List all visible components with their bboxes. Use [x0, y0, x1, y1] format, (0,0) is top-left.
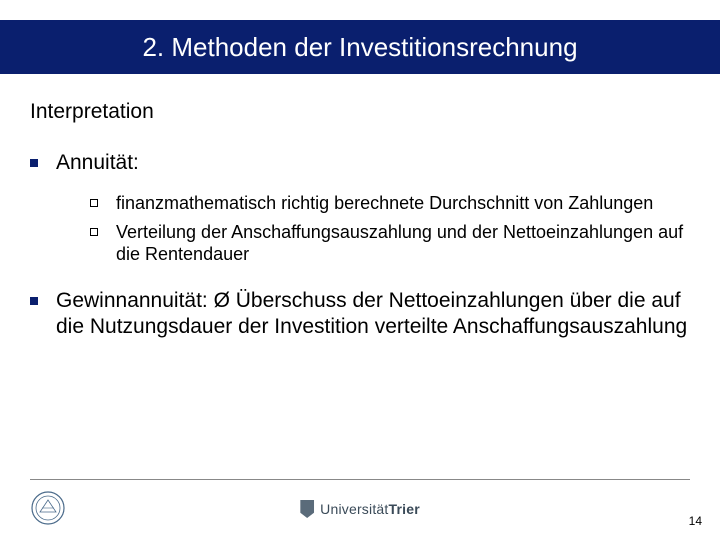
slide-title: 2. Methoden der Investitionsrechnung	[142, 32, 577, 63]
hollow-square-icon	[90, 228, 98, 236]
bullet-text: Gewinnannuität: Ø Überschuss der Nettoei…	[56, 288, 690, 341]
title-bar: 2. Methoden der Investitionsrechnung	[0, 20, 720, 74]
sub-bullet-text: finanzmathematisch richtig berechnete Du…	[116, 192, 653, 215]
bullet-text: Annuität:	[56, 150, 139, 176]
bullet-item: Gewinnannuität: Ø Überschuss der Nettoei…	[30, 288, 690, 341]
hollow-square-icon	[90, 199, 98, 207]
sub-bullet-item: Verteilung der Anschaffungsauszahlung un…	[90, 221, 690, 266]
slide: 2. Methoden der Investitionsrechnung Int…	[0, 0, 720, 540]
university-bold: Trier	[388, 501, 419, 517]
footer-divider	[30, 479, 690, 480]
sub-bullet-group: finanzmathematisch richtig berechnete Du…	[90, 192, 690, 266]
shield-icon	[300, 500, 314, 518]
university-name: UniversitätTrier	[320, 501, 420, 517]
square-bullet-icon	[30, 297, 38, 305]
seal-logo-icon	[30, 490, 66, 526]
sub-bullet-text: Verteilung der Anschaffungsauszahlung un…	[116, 221, 690, 266]
body-content: Annuität: finanzmathematisch richtig ber…	[30, 150, 690, 356]
slide-subtitle: Interpretation	[30, 100, 154, 124]
university-prefix: Universität	[320, 501, 388, 517]
bullet-item: Annuität:	[30, 150, 690, 176]
square-bullet-icon	[30, 159, 38, 167]
sub-bullet-item: finanzmathematisch richtig berechnete Du…	[90, 192, 690, 215]
page-number: 14	[689, 514, 702, 528]
university-logo: UniversitätTrier	[300, 500, 420, 518]
